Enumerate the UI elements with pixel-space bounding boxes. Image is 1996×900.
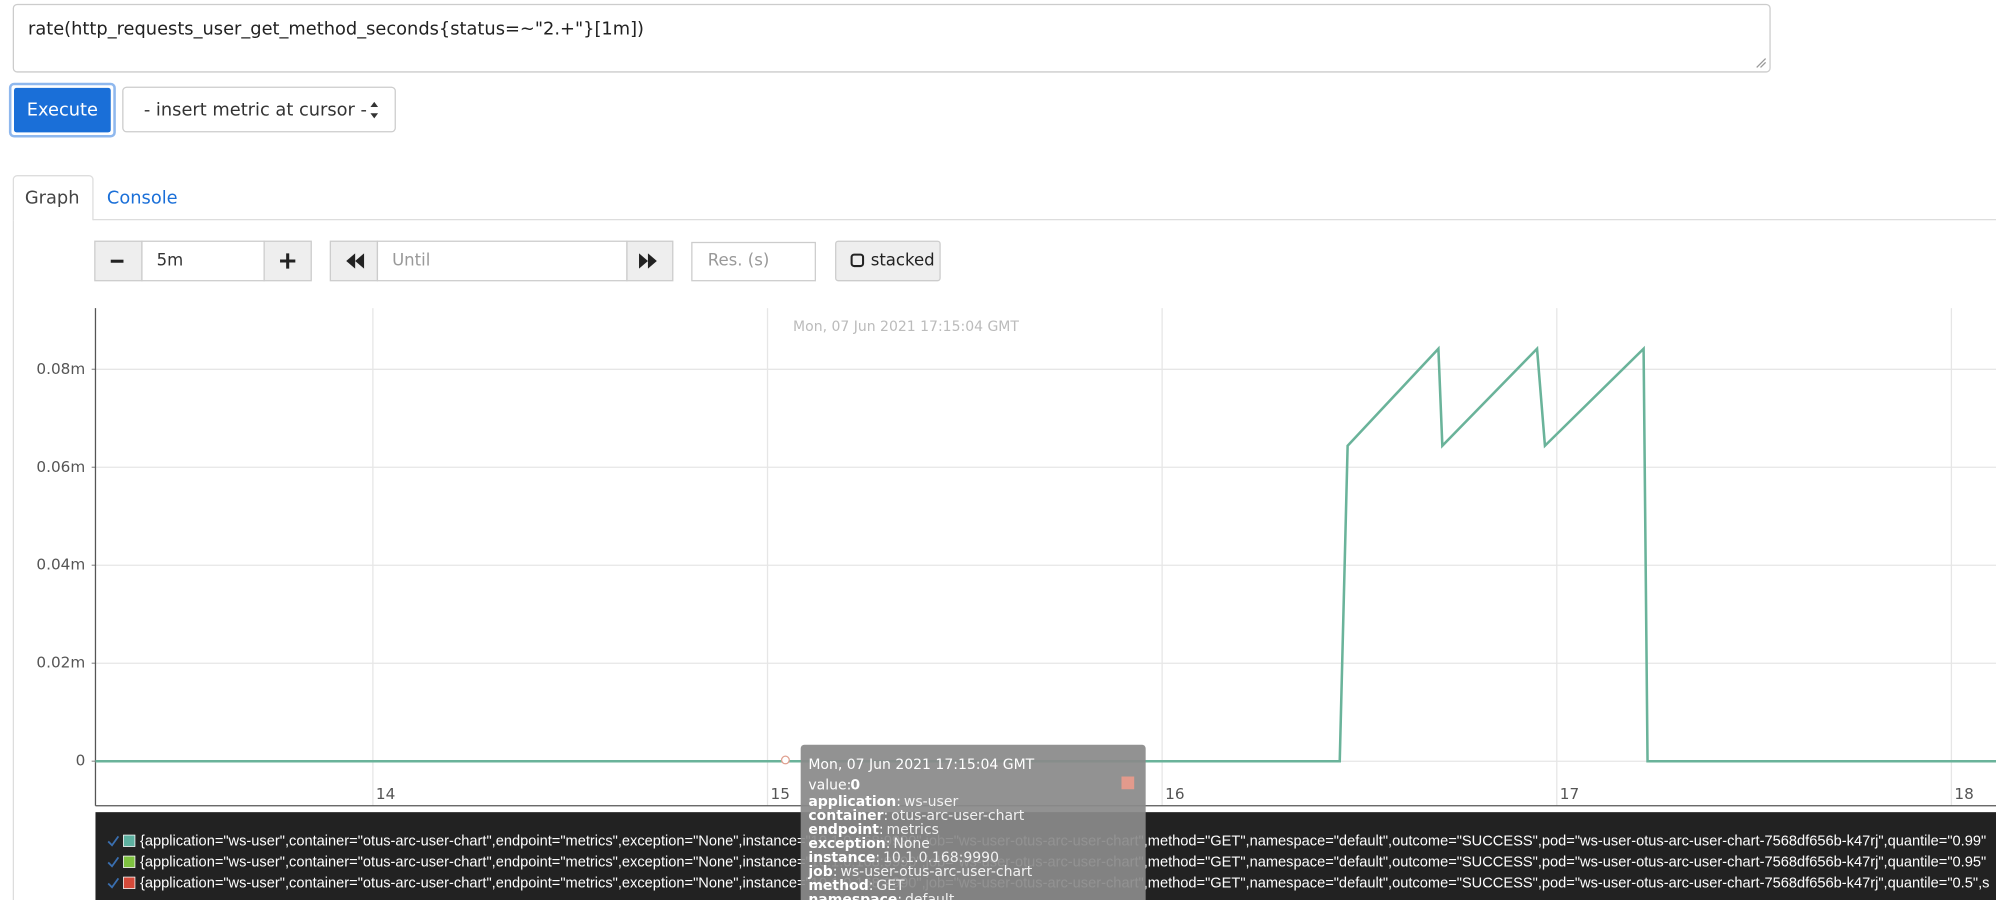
hover-point [780,755,790,765]
tooltip-label-value: otus-arc-user-chart [891,808,1025,824]
tooltip: Mon, 07 Jun 2021 17:15:04 GMT value: 0 a… [800,744,1146,900]
tooltip-label-value: 10.1.0.168:9990 [883,850,999,866]
tooltip-value: 0 [850,777,860,793]
stacked-button[interactable] [835,240,941,282]
res-input[interactable] [691,241,816,282]
tooltip-label-value: ws-user [904,794,959,810]
y-tick-label: 0.04m [36,556,85,574]
legend-swatch [123,876,136,889]
tooltip-label-key: namespace [808,892,897,900]
tooltip-box [800,744,1146,900]
tooltip-label-sep: : [886,836,891,852]
tooltip-label-value: metrics [887,822,939,838]
y-tick-label: 0.02m [36,654,85,672]
plus-icon [280,253,296,269]
x-tick-label: 14 [376,785,395,803]
x-tick-label: 16 [1165,785,1184,803]
tooltip-label-key: method [808,878,868,894]
tooltip-label-value: ws-user-otus-arc-user-chart [840,864,1032,880]
tooltip-label-sep: : [869,878,874,894]
query-input[interactable] [12,3,1771,73]
series-line [95,345,1996,763]
tooltip-value-key: value: [808,777,851,793]
stacked-label: stacked [871,250,935,269]
select-arrows [370,101,379,119]
range-minus[interactable] [94,240,143,282]
tooltip-label-value: GET [876,878,905,894]
tooltip-label-sep: : [833,864,838,880]
legend-check [107,856,120,868]
tooltip-label-key: exception [808,836,885,852]
stacked-checkbox [850,253,865,268]
tooltip-label-sep: : [896,794,901,810]
graph-tab[interactable] [12,175,94,221]
tooltip-label-value: None [893,836,930,852]
legend-swatch [123,834,136,847]
x-tick-label: 17 [1560,785,1579,803]
metric-select-label: - insert metric at cursor - [144,100,367,121]
metric-select[interactable] [122,86,396,133]
y-tick-label: 0.08m [36,360,85,378]
tooltip-label-key: job [807,864,832,880]
tooltip-label-key: endpoint [808,822,879,838]
until-placeholder: Until [392,250,430,269]
res-placeholder: Res. (s) [708,250,770,269]
tooltip-label-key: instance [808,850,875,866]
legend-check [107,877,120,889]
execute-label: Execute [27,100,98,121]
graph: 0 0.02m 0.04m 0.06m 0.08m 14 15 16 17 18 [36,308,1996,807]
y-tick-label: 0.06m [36,458,85,476]
hover-time: Mon, 07 Jun 2021 17:15:04 GMT [793,319,1019,335]
query-text: rate(http_requests_user_get_method_secon… [28,18,644,39]
y-tick-label: 0 [76,752,86,770]
tooltip-label-value: default [905,892,955,900]
tooltip-label-key: application [808,794,896,810]
tooltip-label-sep: : [884,808,889,824]
resize-handle [1756,58,1767,68]
x-tick-label: 15 [771,785,790,803]
focus-ring [8,82,116,138]
hover-time-box [787,311,1011,343]
tooltip-label-sep: : [879,822,884,838]
console-tab-label[interactable]: Console [107,188,178,209]
tooltip-swatch [1121,776,1135,790]
tooltip-label-sep: : [897,892,902,900]
tooltip-label-sep: : [875,850,880,866]
graph-tab-label: Graph [25,188,80,209]
legend-swatch [123,855,136,868]
range-value: 5m [157,250,184,269]
legend-check [107,835,120,847]
tooltip-time: Mon, 07 Jun 2021 17:15:04 GMT [808,757,1034,773]
execute-button[interactable] [14,87,111,133]
tooltip-label-key: container [808,808,883,824]
until-input[interactable] [376,240,628,282]
x-tick-label: 18 [1954,785,1973,803]
minus-icon [110,259,124,263]
